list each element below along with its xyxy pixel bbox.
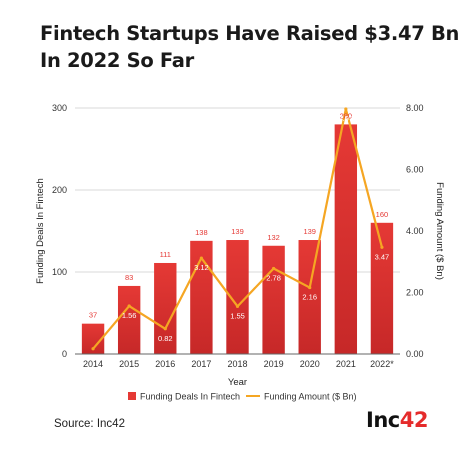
line-point xyxy=(127,304,131,308)
line-value-label: 7.97 xyxy=(339,114,354,123)
bar-value-label: 37 xyxy=(89,311,97,320)
x-tick-label: 2017 xyxy=(191,359,211,369)
bar xyxy=(334,124,358,355)
axes: 0 100 200 300 0.00 2.00 4.00 6.00 8.00 2014 2015 20… xyxy=(35,103,445,388)
y2-tick-label: 8.00 xyxy=(406,103,424,113)
line-point xyxy=(163,327,167,331)
line-value-label: 3.47 xyxy=(375,252,390,261)
bar-value-label: 160 xyxy=(376,210,389,219)
line-value-label: 2.78 xyxy=(266,274,281,283)
y-axis-title: Funding Deals In Fintech xyxy=(35,178,46,284)
line-point xyxy=(235,304,240,308)
x-tick-label: 2014 xyxy=(83,359,103,369)
line-value-label: 1.56 xyxy=(122,311,137,320)
x-tick-label: 2018 xyxy=(227,359,247,369)
y2-tick-label: 4.00 xyxy=(406,226,424,236)
bar xyxy=(117,285,141,354)
line-value-label: 1.55 xyxy=(230,311,245,320)
chart-title: Fintech Startups Have Raised $3.47 Bn In… xyxy=(40,22,460,72)
bar-value-label: 139 xyxy=(303,227,316,236)
bar xyxy=(262,245,285,354)
bar xyxy=(298,240,321,354)
brand-logo: Inc42 xyxy=(366,408,428,432)
x-tick-label: 2015 xyxy=(119,359,139,369)
line-value-label: 2.16 xyxy=(302,293,317,302)
y-tick-label: 300 xyxy=(52,103,67,113)
line-value-label: 3.12 xyxy=(194,263,209,272)
bar-value-label: 138 xyxy=(195,228,208,237)
legend-label: Funding Amount ($ Bn) xyxy=(264,392,357,402)
line-point xyxy=(308,285,312,290)
y-tick-label: 200 xyxy=(52,185,67,195)
y-tick-label: 100 xyxy=(52,267,67,277)
y2-tick-label: 0.00 xyxy=(406,349,424,359)
source-note: Source: Inc42 xyxy=(54,418,125,430)
bar xyxy=(226,240,249,354)
legend-swatch-bar xyxy=(128,392,136,400)
line-value-label: 0.17 xyxy=(86,354,101,363)
bar-value-label: 139 xyxy=(231,227,244,236)
brand-accent: 42 xyxy=(399,408,429,432)
y2-tick-label: 6.00 xyxy=(406,165,424,175)
x-axis-title: Year xyxy=(228,377,247,388)
bar xyxy=(370,222,394,354)
bar-value-label: 83 xyxy=(125,273,133,282)
line-point xyxy=(344,107,348,111)
y-tick-label: 0 xyxy=(62,349,67,359)
line-value-label: 0.82 xyxy=(158,334,173,343)
line-point xyxy=(91,347,95,351)
line-series xyxy=(91,107,384,351)
bar xyxy=(154,262,177,354)
bar-value-label: 111 xyxy=(160,250,171,259)
x-tick-label: 2016 xyxy=(155,359,175,369)
bar xyxy=(81,323,105,354)
line-point xyxy=(380,245,384,249)
y2-axis-title: Funding Amount ($ Bn) xyxy=(434,182,445,280)
bar-value-label: 280 xyxy=(340,111,353,120)
legend-label: Funding Deals In Fintech xyxy=(140,392,240,402)
legend: Funding Deals In Fintech Funding Amount (… xyxy=(128,392,357,402)
line-point xyxy=(272,266,276,271)
bar-value-label: 132 xyxy=(267,233,280,242)
data-labels: 37 83 111 138 139 132 139 280 160 0.17 1.56 0.82 3.1… xyxy=(86,111,389,362)
brand-text: Inc xyxy=(366,408,400,432)
x-tick-label: 2020 xyxy=(300,359,320,369)
line-point xyxy=(199,256,203,260)
x-tick-label: 2019 xyxy=(264,359,284,369)
x-tick-label: 2022* xyxy=(370,359,394,369)
x-tick-label: 2021 xyxy=(336,359,356,369)
y2-tick-label: 2.00 xyxy=(406,288,424,298)
